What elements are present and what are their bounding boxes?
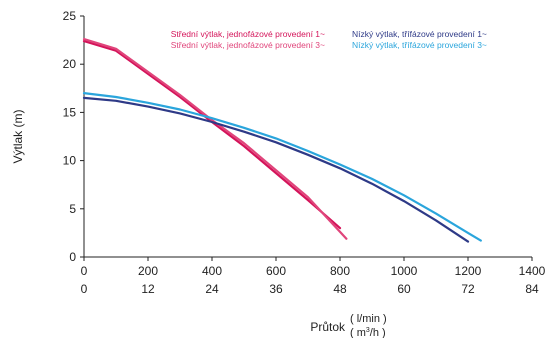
y-tick-label: 10 bbox=[63, 154, 77, 168]
y-tick-label: 20 bbox=[63, 57, 77, 71]
x-tick-label-primary: 1000 bbox=[391, 264, 418, 278]
y-tick-label: 0 bbox=[69, 250, 76, 264]
x-tick-label-secondary: 72 bbox=[461, 282, 475, 296]
y-tick-label: 5 bbox=[69, 202, 76, 216]
series-line-4 bbox=[82, 91, 482, 242]
x-tick-label-primary: 0 bbox=[81, 264, 88, 278]
x-tick-label-primary: 400 bbox=[202, 264, 222, 278]
x-tick-label-secondary: 48 bbox=[333, 282, 347, 296]
x-axis-label: Průtok bbox=[310, 320, 346, 334]
x-tick-label-secondary: 84 bbox=[525, 282, 539, 296]
legend-entry-1: Střední výtlak, jednofázové provedení 1~ bbox=[171, 29, 325, 39]
series-line-2 bbox=[82, 37, 348, 240]
tick-labels: 0510152025002001240024600368004810006012… bbox=[63, 9, 546, 296]
legend-entry-2: Střední výtlak, jednofázové provedení 3~ bbox=[171, 40, 325, 50]
x-tick-label-primary: 1200 bbox=[455, 264, 482, 278]
x-unit-secondary-tail: /h ) bbox=[370, 327, 386, 338]
x-unit-secondary: ( m3/h ) bbox=[350, 327, 386, 338]
y-tick-label: 25 bbox=[63, 9, 77, 23]
x-axis-title: Průtok ( l/min ) ( m3/h ) bbox=[310, 313, 386, 338]
x-tick-label-primary: 200 bbox=[138, 264, 158, 278]
series-line-1 bbox=[82, 39, 342, 230]
axes bbox=[80, 15, 533, 261]
y-axis-label: Výtlak (m) bbox=[11, 109, 25, 163]
x-tick-label-secondary: 60 bbox=[397, 282, 411, 296]
series-line-3 bbox=[82, 96, 470, 243]
y-tick-label: 15 bbox=[63, 105, 77, 119]
x-unit-primary: ( l/min ) bbox=[350, 313, 387, 325]
x-tick-label-secondary: 36 bbox=[269, 282, 283, 296]
x-unit-secondary-sup: 3 bbox=[366, 327, 370, 334]
legend-entry-3: Nízký výtlak, třífázové provedení 1~ bbox=[352, 29, 487, 39]
legend-entry-4: Nízký výtlak, třífázové provedení 3~ bbox=[352, 40, 487, 50]
x-unit-secondary-head: ( m bbox=[350, 327, 366, 338]
x-tick-label-secondary: 12 bbox=[141, 282, 155, 296]
x-tick-label-secondary: 0 bbox=[81, 282, 88, 296]
x-tick-label-primary: 1400 bbox=[519, 264, 546, 278]
series-lines bbox=[82, 37, 482, 243]
legend: Střední výtlak, jednofázové provedení 1~… bbox=[171, 29, 487, 50]
x-tick-label-primary: 600 bbox=[266, 264, 286, 278]
x-tick-label-secondary: 24 bbox=[205, 282, 219, 296]
x-tick-label-primary: 800 bbox=[330, 264, 350, 278]
